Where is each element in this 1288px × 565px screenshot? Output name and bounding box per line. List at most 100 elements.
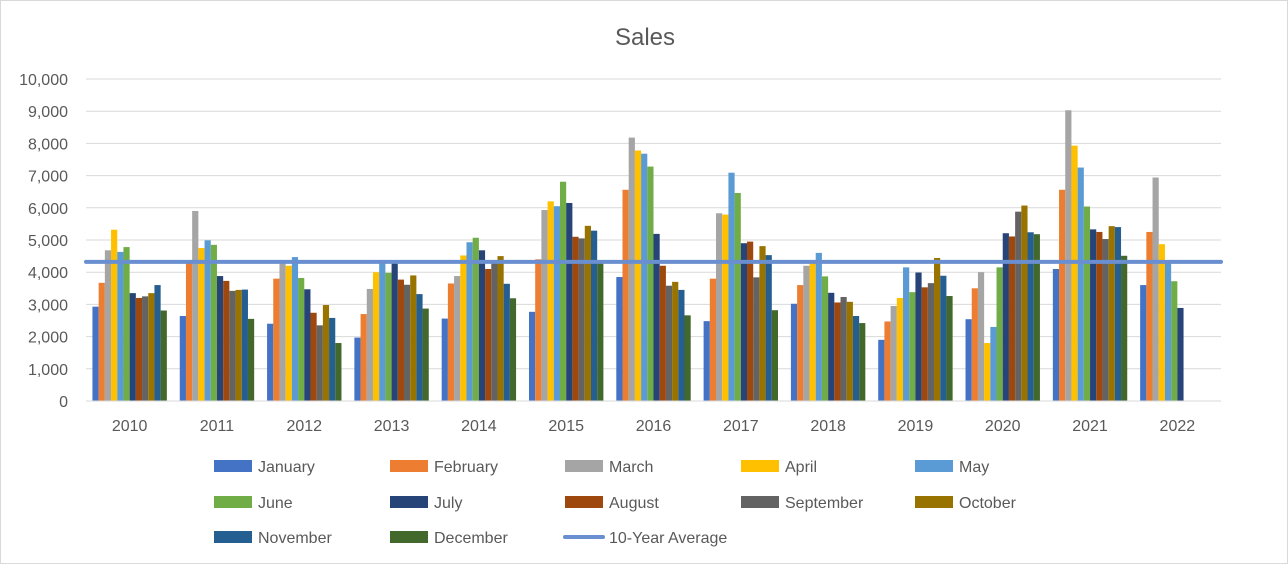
bar-november	[503, 283, 510, 401]
bar-march	[890, 306, 897, 401]
bar-june	[909, 292, 916, 401]
x-tick-label: 2022	[1160, 418, 1196, 435]
y-tick-label: 8,000	[28, 136, 68, 153]
x-tick-label: 2015	[548, 418, 584, 435]
bar-july	[216, 276, 224, 401]
y-tick-label: 6,000	[28, 201, 68, 218]
legend-label: April	[785, 459, 817, 476]
bar-december	[247, 318, 255, 401]
bar-february	[360, 314, 367, 401]
bar-november	[416, 294, 423, 401]
bar-september	[578, 238, 585, 401]
bar-june	[821, 276, 829, 401]
bar-november	[1114, 227, 1122, 401]
bar-october	[584, 225, 591, 401]
bar-march	[366, 288, 373, 401]
bar-march	[454, 276, 461, 401]
bar-march	[192, 211, 199, 401]
legend-item: June	[214, 495, 293, 512]
x-tick-label: 2011	[200, 418, 235, 435]
bar-april	[984, 343, 991, 401]
bar-february	[971, 288, 978, 401]
bar-may	[466, 242, 473, 401]
legend-label: November	[258, 530, 332, 547]
bar-july	[478, 250, 486, 401]
bar-december	[335, 343, 342, 401]
bar-may	[1164, 262, 1172, 401]
x-tick-label: 2020	[985, 418, 1021, 435]
y-tick-label: 9,000	[28, 104, 68, 121]
bar-december	[771, 310, 779, 401]
bar-march	[803, 265, 810, 401]
bar-july	[915, 272, 922, 401]
bar-february	[622, 189, 629, 401]
bar-november	[940, 275, 947, 401]
bar-march	[977, 272, 985, 401]
bar-august	[1096, 231, 1103, 401]
bar-september	[142, 296, 149, 401]
bar-september	[229, 290, 236, 401]
x-tick-label: 2016	[636, 418, 672, 435]
legend-swatch	[565, 496, 603, 508]
bar-july	[653, 233, 660, 401]
bar-may	[204, 240, 211, 401]
bar-november	[241, 289, 248, 401]
bar-january	[1052, 268, 1060, 401]
bar-september	[1102, 239, 1109, 401]
legend-label: March	[609, 459, 653, 476]
y-axis-tick-labels: 0 1,000 2,000 3,000 4,000 5,000 6,000 7,000 8,00…	[19, 72, 68, 411]
bar-january	[92, 306, 99, 401]
bar-january	[965, 319, 972, 401]
bar-december	[684, 315, 691, 401]
bar-march	[279, 262, 286, 401]
legend-swatch	[214, 531, 252, 543]
bar-may	[641, 153, 648, 401]
bar-november	[590, 230, 598, 401]
legend-label: August	[609, 495, 659, 512]
y-tick-label: 3,000	[28, 297, 68, 314]
legend-swatch	[390, 460, 428, 472]
bar-august	[310, 312, 317, 401]
bar-may	[815, 252, 822, 401]
bar-may	[553, 206, 560, 401]
legend-label: May	[959, 459, 989, 476]
legend-item: July	[390, 495, 462, 512]
bar-march	[1152, 177, 1159, 401]
legend-item: January	[214, 459, 315, 476]
x-tick-label: 2013	[374, 418, 410, 435]
bar-may	[990, 326, 997, 401]
bar-june	[123, 247, 130, 401]
bar-april	[1071, 145, 1078, 401]
bar-august	[921, 287, 928, 401]
bar-october	[235, 289, 242, 401]
bar-august	[1008, 236, 1016, 401]
bar-july	[828, 292, 835, 401]
bar-january	[267, 323, 274, 401]
bar-july	[740, 243, 748, 401]
bar-april	[460, 255, 467, 401]
legend: January February March April May June July Augu…	[214, 459, 1017, 547]
legend-item: March	[565, 459, 653, 476]
legend-label: January	[258, 459, 315, 476]
x-tick-label: 2019	[898, 418, 934, 435]
bar-february	[1059, 189, 1066, 401]
bar-may	[291, 257, 299, 401]
bar-july	[1090, 229, 1097, 401]
bar-january	[441, 318, 448, 401]
bar-june	[1171, 281, 1178, 401]
bar-august	[834, 302, 841, 401]
y-tick-label: 10,000	[19, 72, 68, 89]
bar-may	[117, 251, 124, 401]
legend-label: September	[785, 495, 864, 512]
bar-february	[185, 262, 193, 401]
bar-february	[447, 283, 455, 401]
bar-june	[472, 237, 479, 401]
bar-december	[1033, 234, 1040, 401]
bar-february	[273, 278, 280, 401]
bar-may	[903, 267, 910, 401]
x-tick-label: 2017	[723, 418, 759, 435]
bar-february	[884, 321, 891, 401]
bar-april	[1158, 244, 1165, 401]
